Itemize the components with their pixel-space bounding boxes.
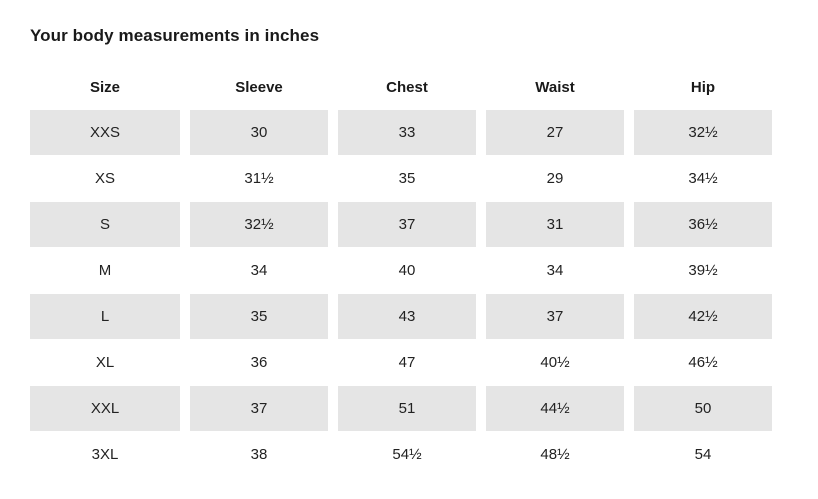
cell-waist: 48½ bbox=[540, 446, 570, 463]
cell-waist: 44½ bbox=[486, 386, 624, 431]
cell-size: S bbox=[30, 202, 180, 247]
column-header-chest: Chest bbox=[386, 78, 428, 96]
cell-sleeve: 34 bbox=[250, 262, 268, 279]
cell-chest: 33 bbox=[338, 110, 476, 155]
cell-chest: 51 bbox=[338, 386, 476, 431]
cell-size: XXL bbox=[30, 386, 180, 431]
cell-size: XXS bbox=[30, 110, 180, 155]
table-row-xxs: XXS 30 33 27 32½ bbox=[30, 110, 772, 155]
table-row-xl: XL 36 47 40½ 46½ bbox=[30, 340, 772, 385]
cell-chest: 54½ bbox=[392, 446, 422, 463]
cell-chest: 37 bbox=[338, 202, 476, 247]
cell-waist: 27 bbox=[486, 110, 624, 155]
table-row-3xl: 3XL 38 54½ 48½ 54 bbox=[30, 432, 772, 477]
table-row-l: L 35 43 37 42½ bbox=[30, 294, 772, 339]
cell-waist: 31 bbox=[486, 202, 624, 247]
cell-hip: 54 bbox=[694, 446, 712, 463]
table-row-s: S 32½ 37 31 36½ bbox=[30, 202, 772, 247]
column-header-sleeve: Sleeve bbox=[235, 78, 283, 96]
cell-size: M bbox=[98, 262, 112, 279]
table-header-row: Size Sleeve Chest Waist Hip bbox=[30, 65, 772, 109]
cell-waist: 34 bbox=[546, 262, 564, 279]
column-header-waist: Waist bbox=[535, 78, 575, 96]
cell-sleeve: 38 bbox=[250, 446, 268, 463]
table-row-xs: XS 31½ 35 29 34½ bbox=[30, 156, 772, 201]
cell-hip: 50 bbox=[634, 386, 772, 431]
cell-sleeve: 36 bbox=[250, 354, 268, 371]
cell-sleeve: 31½ bbox=[244, 170, 274, 187]
column-header-hip: Hip bbox=[690, 78, 716, 96]
cell-waist: 29 bbox=[546, 170, 564, 187]
cell-sleeve: 32½ bbox=[190, 202, 328, 247]
cell-hip: 36½ bbox=[634, 202, 772, 247]
table-row-m: M 34 40 34 39½ bbox=[30, 248, 772, 293]
cell-hip: 42½ bbox=[634, 294, 772, 339]
cell-sleeve: 35 bbox=[190, 294, 328, 339]
cell-hip: 32½ bbox=[634, 110, 772, 155]
cell-size: XS bbox=[94, 170, 115, 187]
cell-hip: 34½ bbox=[688, 170, 718, 187]
table-row-xxl: XXL 37 51 44½ 50 bbox=[30, 386, 772, 431]
cell-hip: 39½ bbox=[688, 262, 718, 279]
cell-waist: 40½ bbox=[540, 354, 570, 371]
cell-chest: 35 bbox=[398, 170, 416, 187]
cell-hip: 46½ bbox=[688, 354, 718, 371]
column-header-size: Size bbox=[89, 78, 120, 96]
cell-size: L bbox=[30, 294, 180, 339]
body-measurements-table: Size Sleeve Chest Waist Hip XXS 30 33 27… bbox=[20, 64, 782, 478]
cell-chest: 40 bbox=[398, 262, 416, 279]
cell-chest: 47 bbox=[398, 354, 416, 371]
cell-sleeve: 37 bbox=[190, 386, 328, 431]
size-chart-title: Your body measurements in inches bbox=[30, 26, 320, 45]
cell-sleeve: 30 bbox=[190, 110, 328, 155]
cell-size: 3XL bbox=[91, 446, 119, 463]
cell-waist: 37 bbox=[486, 294, 624, 339]
cell-size: XL bbox=[95, 354, 115, 371]
cell-chest: 43 bbox=[338, 294, 476, 339]
